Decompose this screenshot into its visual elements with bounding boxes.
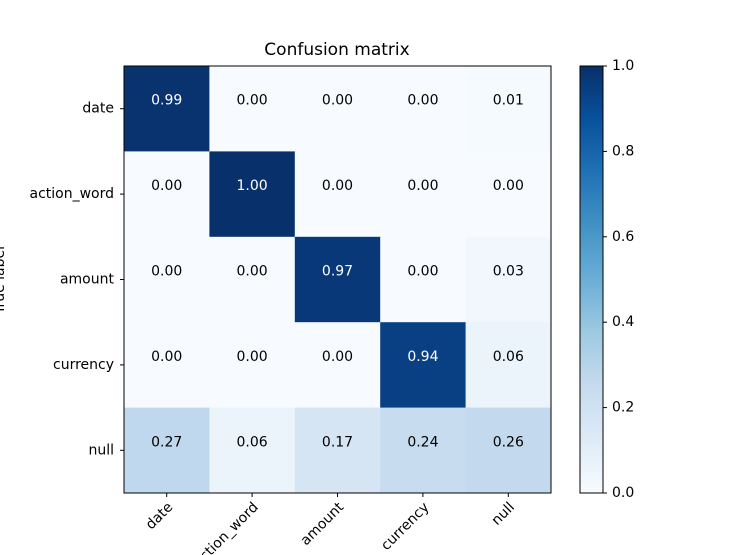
colorbar <box>579 65 604 494</box>
heatmap-cell <box>465 151 552 238</box>
heatmap-cell <box>124 322 210 409</box>
cell-label: 0.00 <box>237 93 268 109</box>
heatmap-cell <box>209 151 296 238</box>
cell-label: 0.00 <box>237 349 268 365</box>
heatmap-cell <box>294 66 381 152</box>
cell-label: 0.00 <box>151 264 182 280</box>
heatmap-cell <box>124 407 210 494</box>
y-tick-label: null <box>88 442 114 458</box>
cell-label: 0.26 <box>493 434 524 450</box>
cell-label: 0.01 <box>493 93 524 109</box>
heatmap-cell <box>465 407 552 494</box>
colorbar-tick-label: 1.0 <box>612 58 634 74</box>
cell-label: 0.99 <box>151 93 182 109</box>
heatmap-cell <box>124 236 210 323</box>
colorbar-tick-label: 0.8 <box>612 143 634 159</box>
cell-label: 0.00 <box>322 93 353 109</box>
y-axis-label: True label <box>0 246 8 315</box>
heatmap-cell <box>465 66 552 152</box>
heatmap-cell <box>380 407 467 494</box>
colorbar-tick-label: 0.2 <box>612 400 634 416</box>
x-tick-label: currency <box>378 499 432 553</box>
heatmap-cell <box>124 151 210 238</box>
heatmap-cell <box>380 66 467 152</box>
heatmap-cell <box>209 322 296 409</box>
heatmap-cell <box>209 66 296 152</box>
y-tick-label: currency <box>53 357 114 373</box>
cell-label: 0.00 <box>407 93 438 109</box>
cell-label: 0.00 <box>407 264 438 280</box>
cell-label: 0.00 <box>493 178 524 194</box>
cell-label: 0.00 <box>151 178 182 194</box>
heatmap-cell <box>124 66 210 152</box>
colorbar-tick-label: 0.6 <box>612 229 634 245</box>
colorbar-tick-label: 0.4 <box>612 314 634 330</box>
heatmap-cell <box>294 236 381 323</box>
cell-label: 0.00 <box>407 178 438 194</box>
cell-label: 0.00 <box>322 178 353 194</box>
x-tick-label: date <box>143 499 177 533</box>
heatmap-cell <box>294 322 381 409</box>
heatmap-cell <box>209 236 296 323</box>
y-tick-label: date <box>82 101 114 117</box>
heatmap-cell <box>465 322 552 409</box>
cell-label: 0.06 <box>493 349 524 365</box>
cell-label: 0.24 <box>407 434 438 450</box>
cell-label: 0.94 <box>407 349 438 365</box>
cell-label: 0.00 <box>237 264 268 280</box>
x-tick-label: action_word <box>191 499 262 555</box>
y-tick-label: action_word <box>29 186 114 202</box>
x-tick-label: amount <box>298 499 348 549</box>
cell-label: 0.00 <box>151 349 182 365</box>
cell-label: 0.03 <box>493 264 524 280</box>
heatmap-cell <box>294 407 381 494</box>
cell-label: 0.00 <box>322 349 353 365</box>
heatmap-cell <box>380 322 467 409</box>
cell-label: 0.06 <box>237 434 268 450</box>
x-tick-label: null <box>489 499 518 528</box>
heatmap-cell <box>380 236 467 323</box>
chart-title: Confusion matrix <box>264 40 409 60</box>
heatmap-cell <box>465 236 552 323</box>
cell-label: 0.27 <box>151 434 182 450</box>
cell-label: 0.97 <box>322 264 353 280</box>
y-tick-label: amount <box>60 272 115 288</box>
cell-label: 1.00 <box>237 178 268 194</box>
heatmap-cell <box>380 151 467 238</box>
heatmap-cell <box>294 151 381 238</box>
heatmap-cell <box>209 407 296 494</box>
colorbar-tick-label: 0.0 <box>612 485 634 501</box>
cell-label: 0.17 <box>322 434 353 450</box>
